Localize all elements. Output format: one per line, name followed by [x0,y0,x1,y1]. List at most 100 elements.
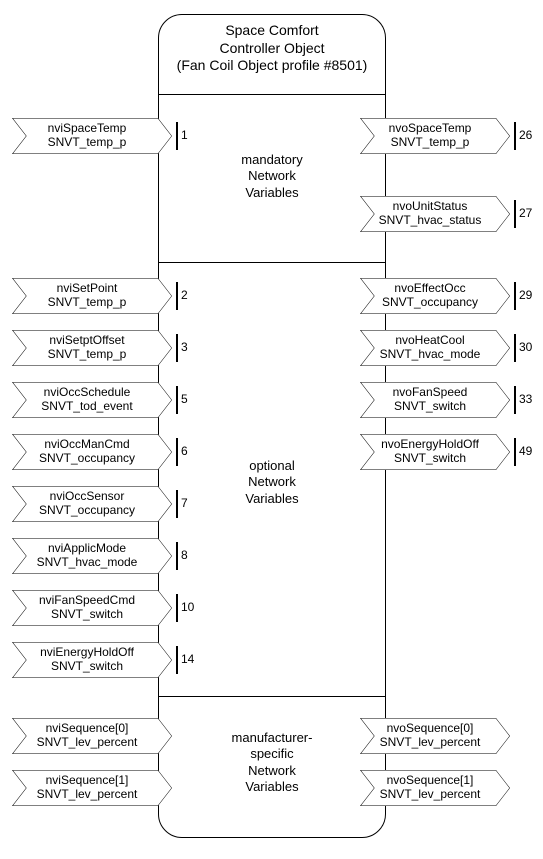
index-bar [176,122,178,150]
nvi-arrow: nviSequence[1]SNVT_lev_percent [12,770,172,806]
optional-l2: Network [158,474,386,490]
index-bar [176,646,178,674]
index-number: 26 [519,128,532,142]
index-number: 33 [519,392,532,406]
var-type: SNVT_switch [16,607,158,621]
nvi-arrow: nviSequence[0]SNVT_lev_percent [12,718,172,754]
mandatory-l3: Variables [158,185,386,201]
index-bar [176,282,178,310]
index-number: 3 [181,340,188,354]
title-line1: Space Comfort [158,22,386,40]
arrow-label: nvoSequence[0]SNVT_lev_percent [360,721,510,750]
index-number: 10 [181,600,194,614]
arrow-label: nviFanSpeedCmdSNVT_switch [12,593,172,622]
var-name: nvoSequence[0] [364,721,496,735]
var-name: nviSequence[0] [16,721,158,735]
var-name: nviEnergyHoldOff [16,645,158,659]
var-name: nviOccManCmd [16,437,158,451]
index-bar [176,594,178,622]
index-number: 1 [181,128,188,142]
index-number: 2 [181,288,188,302]
nvi-arrow: nviFanSpeedCmdSNVT_switch [12,590,172,626]
title-line3: (Fan Coil Object profile #8501) [158,57,386,75]
index-number: 14 [181,652,194,666]
var-type: SNVT_switch [364,451,496,465]
mfr-l4: Variables [158,779,386,795]
index-bar [514,200,516,228]
index-bar [514,438,516,466]
optional-l1: optional [158,458,386,474]
arrow-label: nviEnergyHoldOffSNVT_switch [12,645,172,674]
var-type: SNVT_switch [16,659,158,673]
var-name: nvoEffectOcc [364,281,496,295]
mfr-l3: Network [158,763,386,779]
var-name: nviApplicMode [16,541,158,555]
optional-l3: Variables [158,491,386,507]
index-bar [514,122,516,150]
index-bar [514,386,516,414]
var-name: nvoHeatCool [364,333,496,347]
var-name: nviSetPoint [16,281,158,295]
nvo-arrow: nvoSequence[0]SNVT_lev_percent [360,718,510,754]
var-name: nvoEnergyHoldOff [364,437,496,451]
nvo-arrow: nvoEffectOccSNVT_occupancy [360,278,510,314]
var-name: nvoSequence[1] [364,773,496,787]
arrow-label: nviOccScheduleSNVT_tod_event [12,385,172,414]
var-name: nvoUnitStatus [364,199,496,213]
arrow-label: nviSequence[0]SNVT_lev_percent [12,721,172,750]
index-bar [176,438,178,466]
mfr-l1: manufacturer- [158,730,386,746]
mandatory-l1: mandatory [158,152,386,168]
nvi-arrow: nviSpaceTempSNVT_temp_p [12,118,172,154]
var-name: nviSpaceTemp [16,121,158,135]
var-name: nvoSpaceTemp [364,121,496,135]
var-type: SNVT_lev_percent [364,787,496,801]
arrow-label: nvoSequence[1]SNVT_lev_percent [360,773,510,802]
index-number: 49 [519,444,532,458]
var-type: SNVT_hvac_status [364,213,496,227]
diagram-title: Space Comfort Controller Object (Fan Coi… [158,22,386,75]
index-number: 27 [519,206,532,220]
section-divider [159,696,385,697]
var-type: SNVT_occupancy [16,451,158,465]
section-optional-label: optional Network Variables [158,458,386,507]
arrow-label: nvoSpaceTempSNVT_temp_p [360,121,510,150]
index-bar [176,334,178,362]
var-type: SNVT_temp_p [364,135,496,149]
nvi-arrow: nviOccScheduleSNVT_tod_event [12,382,172,418]
arrow-label: nviSpaceTempSNVT_temp_p [12,121,172,150]
index-bar [176,386,178,414]
index-bar [176,490,178,518]
index-number: 5 [181,392,188,406]
var-type: SNVT_switch [364,399,496,413]
arrow-label: nviOccSensorSNVT_occupancy [12,489,172,518]
object-container [158,14,386,838]
var-type: SNVT_hvac_mode [364,347,496,361]
var-type: SNVT_lev_percent [16,735,158,749]
nvi-arrow: nviSetPointSNVT_temp_p [12,278,172,314]
index-number: 8 [181,548,188,562]
nvo-arrow: nvoEnergyHoldOffSNVT_switch [360,434,510,470]
var-name: nvoFanSpeed [364,385,496,399]
index-number: 7 [181,496,188,510]
var-name: nviSequence[1] [16,773,158,787]
index-number: 29 [519,288,532,302]
var-type: SNVT_temp_p [16,295,158,309]
index-bar [514,334,516,362]
nvi-arrow: nviApplicModeSNVT_hvac_mode [12,538,172,574]
var-type: SNVT_occupancy [16,503,158,517]
nvi-arrow: nviSetptOffsetSNVT_temp_p [12,330,172,366]
var-type: SNVT_temp_p [16,347,158,361]
mfr-l2: specific [158,746,386,762]
section-mandatory-label: mandatory Network Variables [158,152,386,201]
arrow-label: nviSequence[1]SNVT_lev_percent [12,773,172,802]
section-divider [159,94,385,95]
var-name: nviOccSchedule [16,385,158,399]
arrow-label: nviOccManCmdSNVT_occupancy [12,437,172,466]
arrow-label: nviSetPointSNVT_temp_p [12,281,172,310]
arrow-label: nvoHeatCoolSNVT_hvac_mode [360,333,510,362]
var-type: SNVT_lev_percent [364,735,496,749]
index-number: 6 [181,444,188,458]
var-name: nviSetptOffset [16,333,158,347]
var-type: SNVT_hvac_mode [16,555,158,569]
